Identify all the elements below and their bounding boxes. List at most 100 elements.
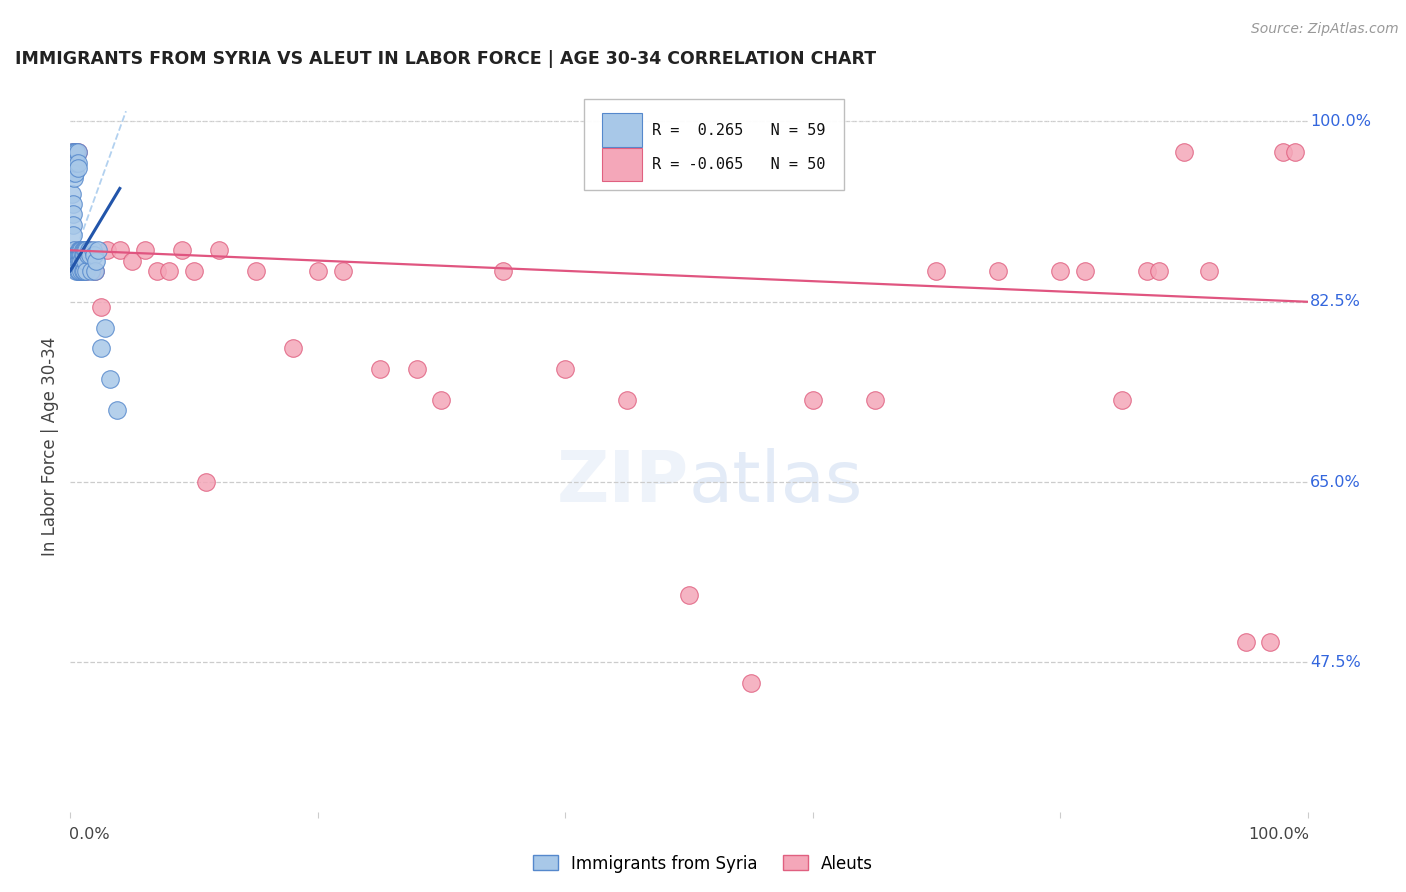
Point	[925, 264, 948, 278]
Point	[170, 244, 193, 258]
Point	[492, 264, 515, 278]
Point	[69, 253, 91, 268]
Point	[70, 244, 93, 258]
Point	[63, 145, 86, 160]
Point	[67, 244, 90, 258]
Point	[66, 155, 89, 169]
Text: atlas: atlas	[689, 448, 863, 517]
Point	[65, 264, 87, 278]
Point	[65, 145, 87, 160]
Point	[678, 588, 700, 602]
Point	[66, 161, 89, 175]
Point	[105, 403, 128, 417]
Point	[1234, 634, 1257, 648]
Point	[73, 244, 96, 258]
Point	[72, 264, 94, 278]
Point	[1147, 264, 1170, 278]
Point	[76, 248, 98, 262]
Text: Source: ZipAtlas.com: Source: ZipAtlas.com	[1251, 22, 1399, 37]
Point	[86, 244, 108, 258]
Point	[77, 244, 100, 258]
Point	[740, 676, 762, 690]
Point	[72, 244, 94, 258]
Point	[67, 264, 90, 278]
Point	[77, 244, 100, 258]
Point	[1111, 392, 1133, 407]
Point	[245, 264, 267, 278]
Point	[1271, 145, 1294, 160]
Point	[801, 392, 824, 407]
Point	[67, 248, 90, 262]
Point	[67, 253, 90, 268]
Point	[66, 248, 89, 262]
Point	[1049, 264, 1071, 278]
Point	[62, 145, 84, 160]
Point	[66, 264, 89, 278]
FancyBboxPatch shape	[602, 113, 643, 147]
Point	[108, 244, 131, 258]
Point	[146, 264, 169, 278]
Point	[183, 264, 205, 278]
Point	[96, 244, 118, 258]
Text: IMMIGRANTS FROM SYRIA VS ALEUT IN LABOR FORCE | AGE 30-34 CORRELATION CHART: IMMIGRANTS FROM SYRIA VS ALEUT IN LABOR …	[14, 50, 876, 68]
Point	[368, 361, 391, 376]
Point	[73, 248, 96, 262]
Point	[281, 341, 304, 355]
Point	[616, 392, 638, 407]
Point	[1284, 145, 1306, 160]
Point	[70, 264, 93, 278]
Point	[63, 145, 86, 160]
Point	[157, 264, 180, 278]
Point	[72, 244, 94, 258]
Point	[90, 341, 112, 355]
Point	[65, 248, 87, 262]
Point	[65, 166, 87, 180]
Point	[405, 361, 427, 376]
Point	[79, 248, 101, 262]
Point	[73, 264, 96, 278]
Point	[69, 248, 91, 262]
Text: 47.5%: 47.5%	[1310, 655, 1361, 670]
Point	[84, 253, 107, 268]
Text: ZIP: ZIP	[557, 448, 689, 517]
Point	[80, 264, 103, 278]
Point	[62, 218, 84, 232]
Point	[1074, 264, 1097, 278]
Point	[65, 145, 87, 160]
Point	[65, 155, 87, 169]
Point	[195, 475, 218, 489]
Point	[75, 244, 97, 258]
Point	[62, 207, 84, 221]
Point	[84, 264, 107, 278]
FancyBboxPatch shape	[602, 147, 643, 181]
Point	[65, 248, 87, 262]
Point	[60, 166, 83, 180]
Point	[332, 264, 354, 278]
Point	[1173, 145, 1195, 160]
Point	[62, 197, 84, 211]
Point	[75, 264, 97, 278]
Point	[70, 248, 93, 262]
FancyBboxPatch shape	[583, 99, 844, 190]
Point	[208, 244, 231, 258]
Point	[66, 145, 89, 160]
Point	[72, 253, 94, 268]
Point	[1260, 634, 1282, 648]
Point	[121, 253, 143, 268]
Point	[75, 264, 97, 278]
Legend: Immigrants from Syria, Aleuts: Immigrants from Syria, Aleuts	[526, 848, 880, 880]
Point	[83, 248, 105, 262]
Point	[307, 264, 329, 278]
Y-axis label: In Labor Force | Age 30-34: In Labor Force | Age 30-34	[41, 336, 59, 556]
Point	[134, 244, 156, 258]
Point	[60, 186, 83, 201]
Point	[66, 145, 89, 160]
Point	[84, 264, 107, 278]
Point	[65, 259, 87, 273]
Text: R = -0.065   N = 50: R = -0.065 N = 50	[652, 157, 825, 172]
Point	[69, 264, 91, 278]
Point	[98, 372, 121, 386]
Point	[63, 161, 86, 175]
Text: 100.0%: 100.0%	[1310, 114, 1371, 129]
Point	[94, 320, 117, 334]
